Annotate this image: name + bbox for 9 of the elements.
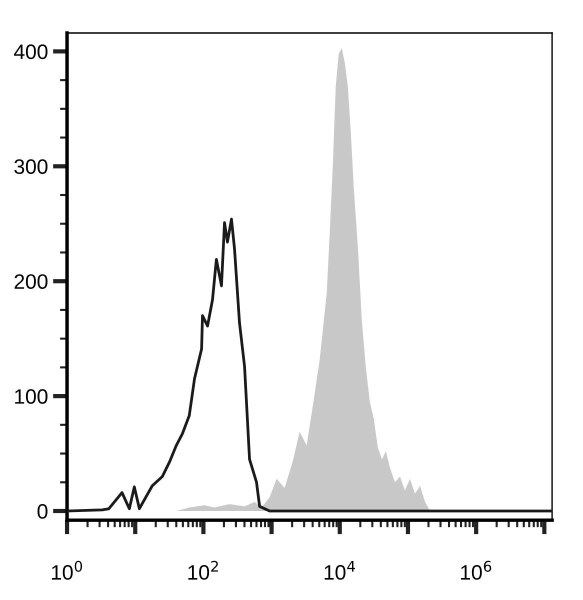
y-tick-label: 200 <box>14 274 48 289</box>
x-tick-label: 10$^{6}$ <box>461 560 492 580</box>
y-tick-label: 300 <box>14 159 48 174</box>
y-tick-label: 0 <box>38 504 48 519</box>
x-tick-label: 10$^{0}$ <box>52 560 82 580</box>
y-tick-label: 100 <box>15 389 48 404</box>
x-tick-label: 10$^{4}$ <box>324 560 355 580</box>
x-tick-label: 10$^{2}$ <box>188 560 218 580</box>
y-tick-label: 400 <box>14 44 48 60</box>
